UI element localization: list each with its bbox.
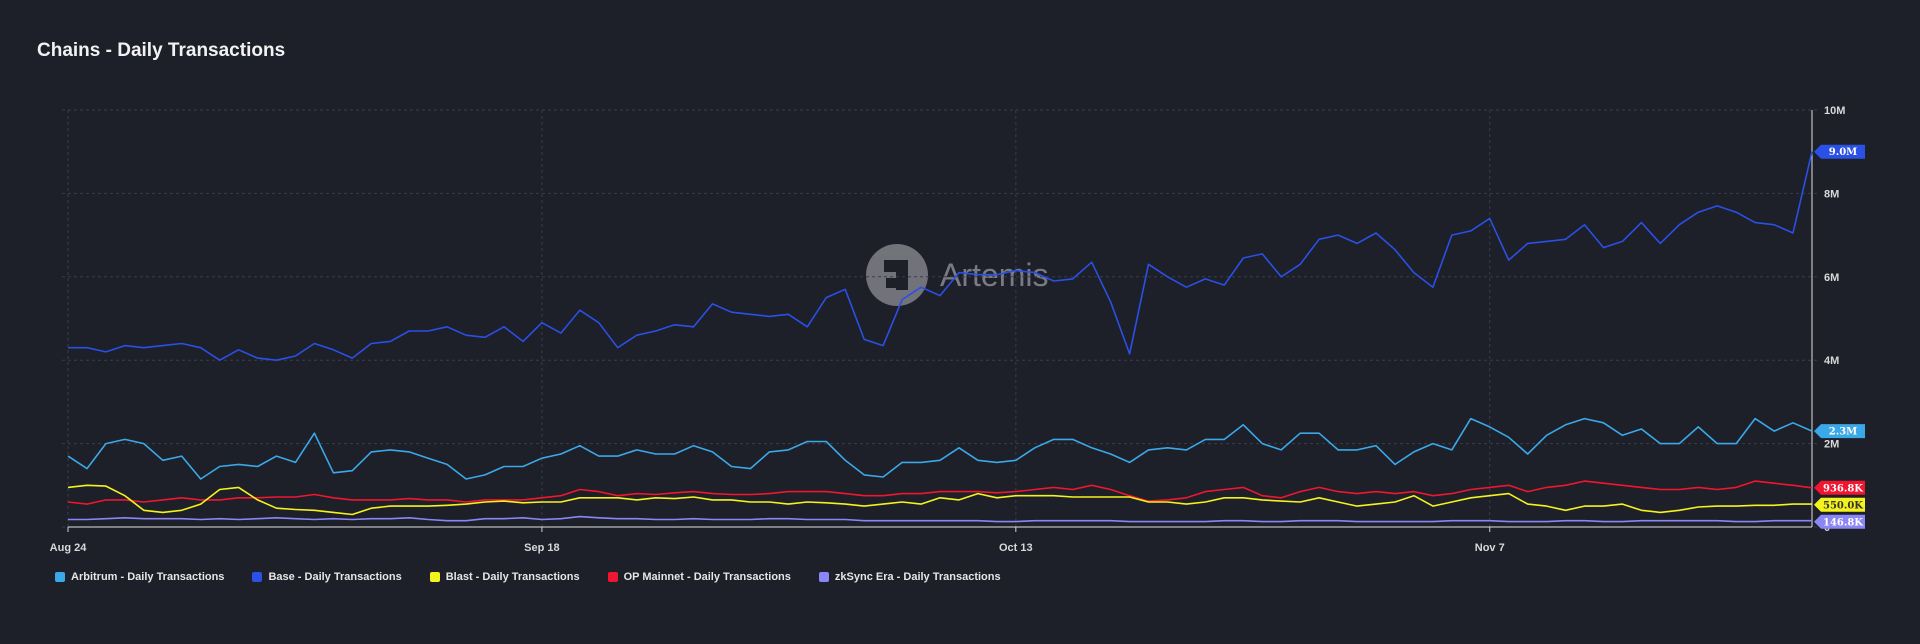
x-tick-label: Nov 7 <box>1475 542 1505 554</box>
end-value-label: 550.0K <box>1823 500 1863 511</box>
end-value-tag <box>1814 480 1865 495</box>
end-value-tag <box>1814 514 1865 529</box>
y-tick-label: 4M <box>1824 355 1839 367</box>
series-line-op <box>67 480 1813 505</box>
x-tick-label: Aug 24 <box>50 542 88 554</box>
legend-item[interactable]: Blast - Daily Transactions <box>429 571 580 583</box>
series-line-base <box>68 151 1813 362</box>
x-tick-label: Sep 18 <box>524 542 559 554</box>
legend-swatch <box>252 572 263 582</box>
legend-swatch <box>55 572 65 582</box>
end-value-label: 2.3M <box>1829 427 1857 438</box>
end-value-tag <box>1814 424 1865 439</box>
legend-item[interactable]: zkSync Era - Daily Transactions <box>818 571 1001 583</box>
y-tick-label: 10M <box>1824 105 1845 117</box>
end-value-label: 936.8K <box>1823 483 1863 494</box>
legend-label: OP Mainnet - Daily Transactions <box>623 571 791 583</box>
series-line-blast <box>67 484 1812 516</box>
x-tick-label: Oct 13 <box>999 542 1033 554</box>
chart-title: Chains - Daily Transactions <box>37 40 286 61</box>
y-tick-label: 2M <box>1824 439 1839 451</box>
series-line-arbitrum <box>67 417 1813 480</box>
artemis-logo-icon <box>866 244 928 306</box>
legend-item[interactable]: OP Mainnet - Daily Transactions <box>607 571 791 583</box>
legend-swatch <box>607 572 618 582</box>
y-tick-label: 6M <box>1824 272 1839 284</box>
end-value-label: 146.8K <box>1823 517 1863 528</box>
legend-label: zkSync Era - Daily Transactions <box>834 571 1001 583</box>
legend-label: Arbitrum - Daily Transactions <box>71 571 225 583</box>
legend-label: Blast - Daily Transactions <box>445 571 580 583</box>
end-value-tag <box>1814 497 1865 512</box>
chart-legend: Arbitrum - Daily Transactions Base - Dail… <box>55 571 1001 583</box>
end-value-tag <box>1814 144 1865 159</box>
legend-item[interactable]: Base - Daily Transactions <box>252 571 402 583</box>
legend-swatch <box>818 572 829 582</box>
legend-label: Base - Daily Transactions <box>268 571 402 583</box>
legend-swatch <box>429 572 440 582</box>
y-tick-label: 8M <box>1824 188 1839 200</box>
legend-item[interactable]: Arbitrum - Daily Transactions <box>55 571 224 583</box>
end-value-label: 9.0M <box>1829 147 1857 158</box>
series-line-zksync <box>68 515 1812 523</box>
